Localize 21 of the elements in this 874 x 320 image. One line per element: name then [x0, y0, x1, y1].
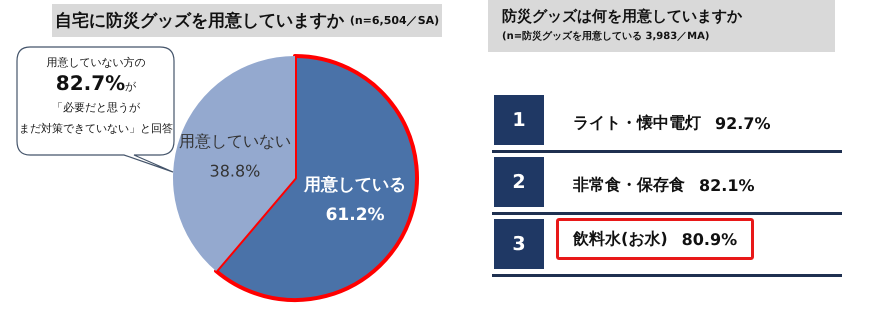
- text: 82.7%が: [54, 71, 138, 97]
- slice-label: 用意していない: [178, 131, 291, 150]
- text: 防災グッズは何を用意していますか: [502, 7, 743, 26]
- category-label: 非常食・保存食: [573, 174, 685, 196]
- data-label: 92.7%: [715, 114, 771, 132]
- text: まだ対策できていない」と回答: [18, 121, 174, 137]
- data-label: 82.1%: [699, 176, 755, 194]
- text: 「必要だと思うが: [51, 100, 141, 116]
- data-label: 80.9%: [682, 230, 738, 248]
- chart-title: 自宅に防災グッズを用意していますか: [54, 10, 344, 32]
- category-label: 飲料水(お水): [573, 228, 668, 250]
- category-label: ライト・懐中電灯: [573, 112, 701, 134]
- slice-label: 用意している: [303, 175, 406, 196]
- text: 1: [494, 95, 544, 145]
- text: 2: [494, 157, 544, 207]
- text: (n=防災グッズを用意している 3,983／MA): [502, 30, 710, 43]
- chart-subtitle: (n=6,504／SA): [350, 13, 440, 28]
- data-label: 61.2%: [326, 205, 385, 226]
- data-label: 38.8%: [210, 161, 260, 180]
- text: 3: [494, 219, 544, 269]
- text: 用意していない方の: [46, 56, 146, 69]
